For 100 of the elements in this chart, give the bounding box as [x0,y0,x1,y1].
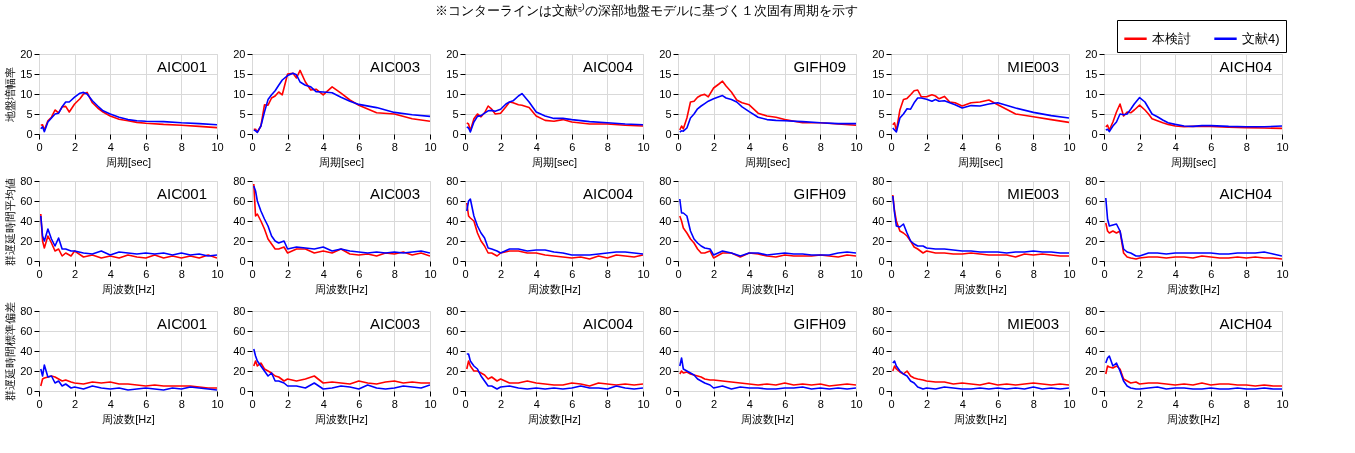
x-tick-label: 2 [924,397,931,410]
chart-title: AIC003 [369,185,420,202]
y-tick-label: 40 [446,214,459,227]
x-tick-label: 6 [356,397,363,410]
x-tick-label: 10 [637,267,650,280]
y-tick-label: 0 [452,254,459,267]
x-tick-label: 8 [391,267,398,280]
y-tick-label: 80 [446,174,459,187]
x-tick-label: 4 [1172,140,1179,153]
chart-title: AIC003 [369,315,420,332]
y-tick-label: 0 [26,254,33,267]
y-axis-title: 群遅延時間平均値 [4,177,17,266]
text: ※コンターラインは文献⁵⁾の深部地盤モデルに基づく１次固有周期を示す [434,2,859,18]
chart-title: AIC004 [582,315,633,332]
x-tick-label: 8 [178,397,185,410]
y-tick-label: 10 [20,87,33,100]
x-axis-title: 周波数[Hz] [102,282,155,295]
line-series [678,198,856,257]
x-tick-label: 6 [995,397,1002,410]
x-tick-label: 2 [498,140,505,153]
y-tick-label: 80 [659,304,672,317]
y-tick-label: 80 [872,174,885,187]
chart-title: AICH04 [1219,58,1272,75]
y-tick-label: 20 [233,364,246,377]
x-tick-label: 10 [1276,397,1289,410]
x-tick-label: 10 [211,140,224,153]
x-axis-title: 周期[sec] [957,155,1004,168]
x-tick-label: 0 [462,267,469,280]
x-tick-label: 2 [72,267,79,280]
line-series [678,357,856,390]
y-tick-label: 60 [1085,324,1098,337]
y-tick-label: 20 [233,47,246,60]
y-tick-label: 0 [878,384,885,397]
x-tick-label: 2 [924,140,931,153]
x-tick-label: 10 [1276,267,1289,280]
x-tick-label: 10 [637,397,650,410]
y-tick-label: 60 [659,194,672,207]
chart-title: AIC001 [156,58,207,75]
y-tick-label: 80 [1085,304,1098,317]
y-tick-label: 40 [1085,214,1098,227]
line-series [39,364,217,391]
x-axis-title: 周波数[Hz] [315,282,368,295]
y-tick-label: 60 [233,324,246,337]
y-tick-label: 20 [20,364,33,377]
x-tick-label: 0 [1101,397,1108,410]
y-tick-label: 60 [20,324,33,337]
x-tick-label: 4 [1172,397,1179,410]
x-tick-label: 2 [1137,140,1144,153]
line-series [891,97,1069,133]
x-tick-label: 0 [675,140,682,153]
line-series [39,375,217,389]
x-tick-label: 2 [711,267,718,280]
x-tick-label: 2 [72,140,79,153]
y-tick-label: 15 [1085,67,1098,80]
x-tick-label: 8 [817,140,824,153]
y-tick-label: 5 [1091,107,1098,120]
y-tick-label: 0 [878,254,885,267]
x-tick-label: 8 [604,397,611,410]
x-tick-label: 2 [1137,397,1144,410]
x-tick-label: 10 [1276,140,1289,153]
line-series [678,94,856,133]
y-tick-label: 20 [1085,47,1098,60]
y-tick-label: 20 [872,364,885,377]
line-series [1104,96,1282,133]
y-tick-label: 40 [20,214,33,227]
x-tick-label: 2 [1137,267,1144,280]
x-axis-title: 周期[sec] [318,155,365,168]
y-tick-label: 40 [233,214,246,227]
x-tick-label: 8 [178,267,185,280]
x-tick-label: 8 [391,140,398,153]
y-axis-title: 地盤増幅率 [4,67,17,123]
x-tick-label: 4 [320,267,327,280]
chart-title: GIFH09 [793,58,846,75]
y-tick-label: 5 [452,107,459,120]
x-tick-label: 10 [850,140,863,153]
y-tick-label: 5 [239,107,246,120]
x-tick-label: 8 [604,140,611,153]
y-tick-label: 10 [872,87,885,100]
y-tick-label: 40 [659,344,672,357]
x-tick-label: 2 [711,397,718,410]
line-series [1104,355,1282,390]
y-tick-label: 20 [872,234,885,247]
chart-title: AIC003 [369,58,420,75]
x-tick-label: 10 [1063,140,1076,153]
x-tick-label: 8 [391,397,398,410]
x-axis-title: 周波数[Hz] [102,412,155,425]
x-tick-label: 0 [888,397,895,410]
y-tick-label: 40 [872,344,885,357]
x-tick-label: 10 [637,140,650,153]
y-tick-label: 10 [446,87,459,100]
x-axis-title: 周期[sec] [105,155,152,168]
x-tick-label: 0 [1101,267,1108,280]
line-series [1104,222,1282,260]
line-series [678,80,856,131]
y-tick-label: 20 [659,364,672,377]
y-tick-label: 20 [446,234,459,247]
x-tick-label: 8 [1243,140,1250,153]
x-tick-label: 4 [959,140,966,153]
x-tick-label: 10 [424,397,437,410]
y-tick-label: 0 [239,384,246,397]
